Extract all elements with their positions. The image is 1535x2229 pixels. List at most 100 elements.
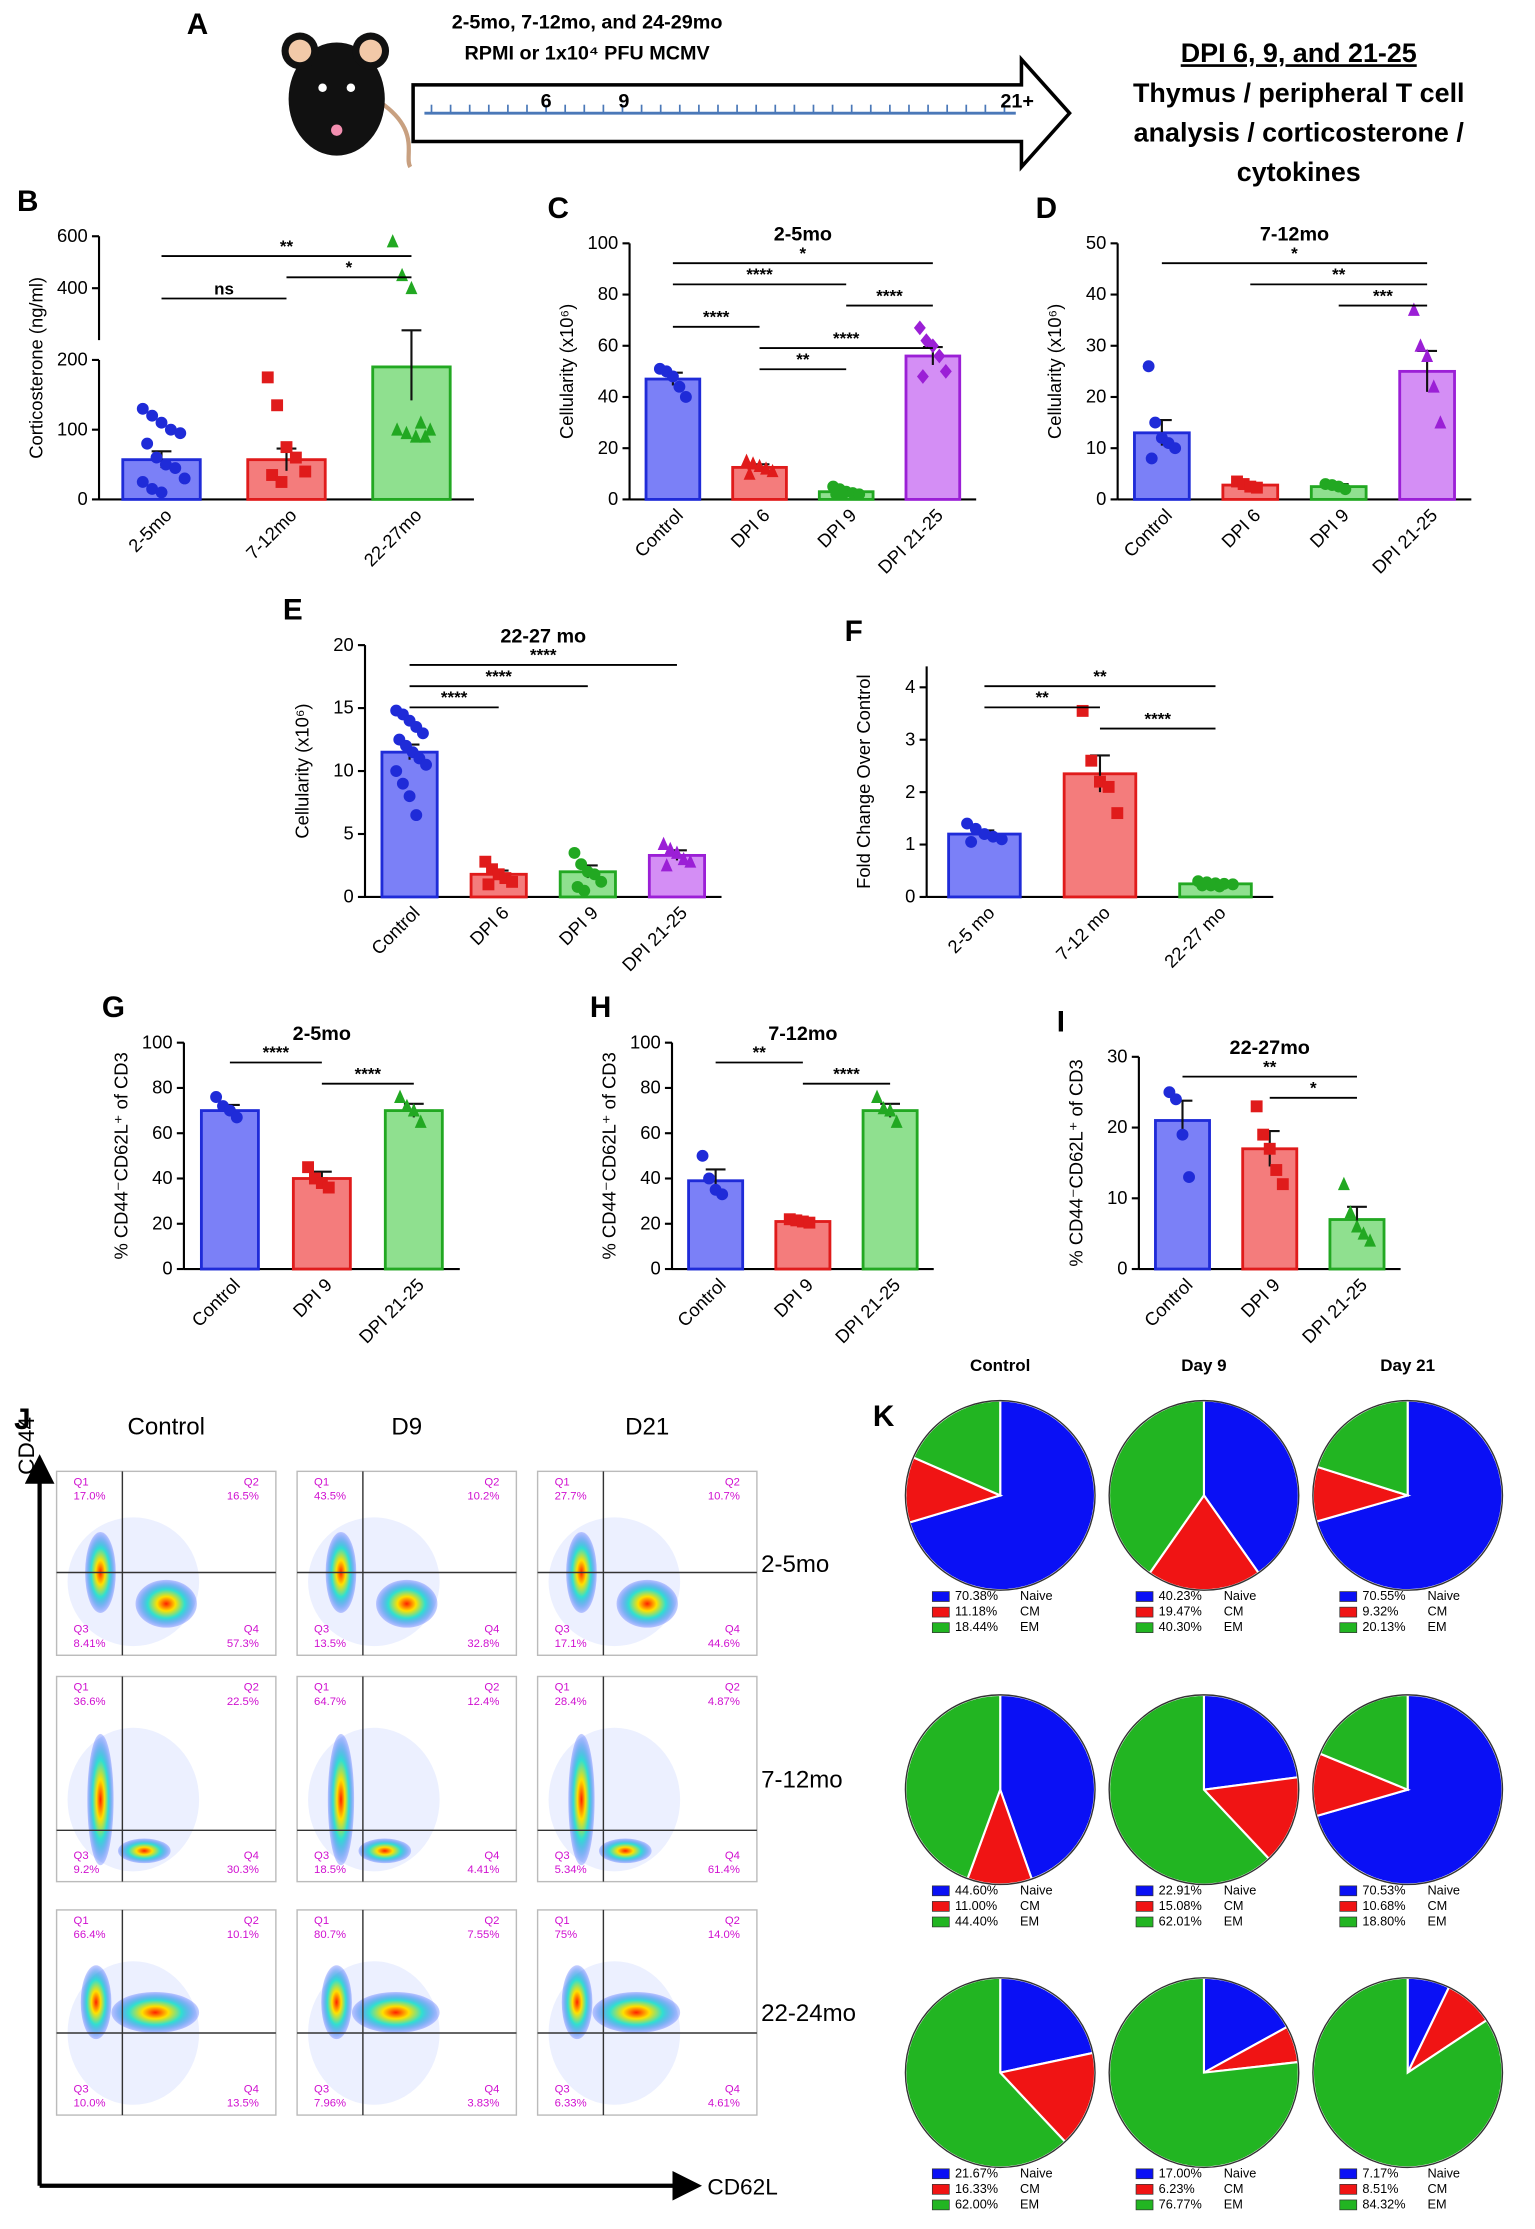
chart-title: 7-12mo: [1260, 224, 1329, 246]
legend-value: 9.32%: [1362, 1604, 1398, 1619]
legend-name: CM: [1224, 1898, 1244, 1913]
heading: DPI 6, 9, and 21-25: [1181, 38, 1417, 68]
significance-label: ****: [485, 667, 512, 686]
panel-label: I: [1057, 1005, 1065, 1038]
data-point: [1270, 1164, 1283, 1176]
data-point: [657, 836, 670, 851]
timeline-label: 21+: [1000, 91, 1034, 113]
significance-label: ****: [1145, 709, 1172, 728]
legend-value: 15.08%: [1159, 1898, 1202, 1913]
data-point: [679, 391, 692, 403]
legend-value: 70.38%: [955, 1588, 998, 1603]
data-point: [299, 465, 312, 478]
data-point: [1183, 1171, 1195, 1184]
data-point: [884, 1103, 897, 1117]
y-tick-label: 80: [640, 1077, 660, 1098]
data-point: [1344, 1205, 1357, 1219]
y-tick-label: 40: [152, 1167, 172, 1188]
y-tick-label: 40: [640, 1167, 660, 1188]
significance-label: *: [346, 258, 353, 277]
legend-swatch: [1339, 1885, 1358, 1897]
legend-value: 8.51%: [1362, 2181, 1398, 2196]
legend-value: 6.23%: [1159, 2181, 1195, 2196]
quadrant-name: Q2: [725, 1476, 740, 1488]
pie-outline: [1312, 1399, 1504, 1591]
data-point: [230, 1111, 243, 1124]
quadrant-percent: 44.6%: [708, 1638, 740, 1650]
x-tick-label: Control: [187, 1274, 244, 1331]
legend-value: 18.80%: [1362, 1913, 1405, 1928]
data-point: [853, 488, 866, 501]
data-point: [400, 425, 413, 440]
data-point: [506, 875, 519, 888]
data-point: [416, 727, 429, 740]
data-point: [309, 1172, 321, 1185]
bar: [861, 1109, 919, 1271]
data-point: [1364, 1233, 1377, 1247]
panel-label: C: [548, 192, 569, 225]
y-tick-label: 40: [598, 386, 618, 407]
x-tick-label: 22-27mo: [359, 504, 425, 570]
data-point: [1250, 481, 1263, 494]
pie-outline: [904, 1694, 1096, 1886]
quadrant-percent: 43.5%: [314, 1491, 346, 1503]
pie-outline: [1312, 1977, 1504, 2169]
x-tick-label: DPI 9: [770, 1274, 817, 1321]
quadrant-percent: 22.5%: [227, 1696, 259, 1708]
data-point: [871, 1089, 883, 1103]
chart-title: 22-27mo: [1230, 1037, 1310, 1059]
mouse-eye: [318, 83, 327, 92]
legend-name: Naive: [1020, 2165, 1053, 2180]
data-point: [673, 380, 686, 393]
panel-label: F: [845, 615, 863, 648]
quadrant-percent: 10.7%: [708, 1491, 740, 1503]
quadrant-percent: 10.0%: [74, 2098, 106, 2110]
panel-label: J: [14, 1403, 31, 1436]
data-point: [174, 427, 187, 440]
legend-swatch: [931, 1591, 950, 1602]
y-tick-label: 3: [905, 728, 915, 749]
legend-value: 7.17%: [1362, 2165, 1398, 2180]
quadrant-percent: 10.1%: [227, 1929, 259, 1941]
quadrant-percent: 17.1%: [555, 1638, 587, 1650]
density-blob: [376, 1579, 438, 1628]
quadrant-name: Q4: [244, 1850, 259, 1862]
quadrant-percent: 12.4%: [467, 1696, 499, 1708]
significance-label: ****: [833, 1064, 860, 1083]
legend-value: 84.32%: [1362, 2196, 1405, 2211]
data-point: [315, 1177, 328, 1189]
y-tick-label: 1: [905, 833, 915, 854]
legend-swatch: [1135, 1622, 1154, 1633]
y-tick-label: 15: [333, 697, 353, 718]
y-tick-label: 200: [57, 349, 88, 370]
legend-swatch: [1135, 2168, 1154, 2180]
chart-title: 7-12mo: [768, 1023, 837, 1045]
legend-swatch: [1135, 1606, 1154, 1618]
quadrant-percent: 36.6%: [74, 1696, 106, 1708]
legend-name: Naive: [1224, 1588, 1257, 1603]
data-point: [420, 758, 432, 771]
significance-label: ****: [746, 265, 773, 284]
quadrant-name: Q2: [244, 1682, 259, 1694]
data-point: [1434, 415, 1447, 429]
data-point: [266, 469, 279, 481]
data-point: [716, 1188, 729, 1201]
y-axis-label: Cellularity (x10⁶): [556, 304, 577, 439]
legend-swatch: [1339, 1591, 1358, 1602]
x-tick-label: 7-12mo: [242, 504, 301, 563]
significance-label: **: [753, 1043, 767, 1062]
y-tick-label: 10: [1107, 1187, 1127, 1208]
data-point: [159, 458, 172, 471]
quadrant-percent: 3.83%: [467, 2098, 499, 2110]
bar: [904, 354, 962, 501]
x-tick-label: DPI 6: [465, 902, 512, 949]
legend-name: CM: [1427, 2181, 1447, 2196]
quadrant-percent: 17.0%: [74, 1491, 106, 1503]
legend-swatch: [931, 1622, 950, 1633]
legend-value: 21.67%: [955, 2165, 998, 2180]
chart-title: 2-5mo: [774, 224, 832, 246]
quadrant-name: Q1: [74, 1915, 89, 1927]
y-axis-label: Cellularity (x10⁶): [1044, 304, 1065, 439]
y-tick-label: 80: [152, 1077, 172, 1098]
quadrant-percent: 9.2%: [74, 1864, 100, 1876]
